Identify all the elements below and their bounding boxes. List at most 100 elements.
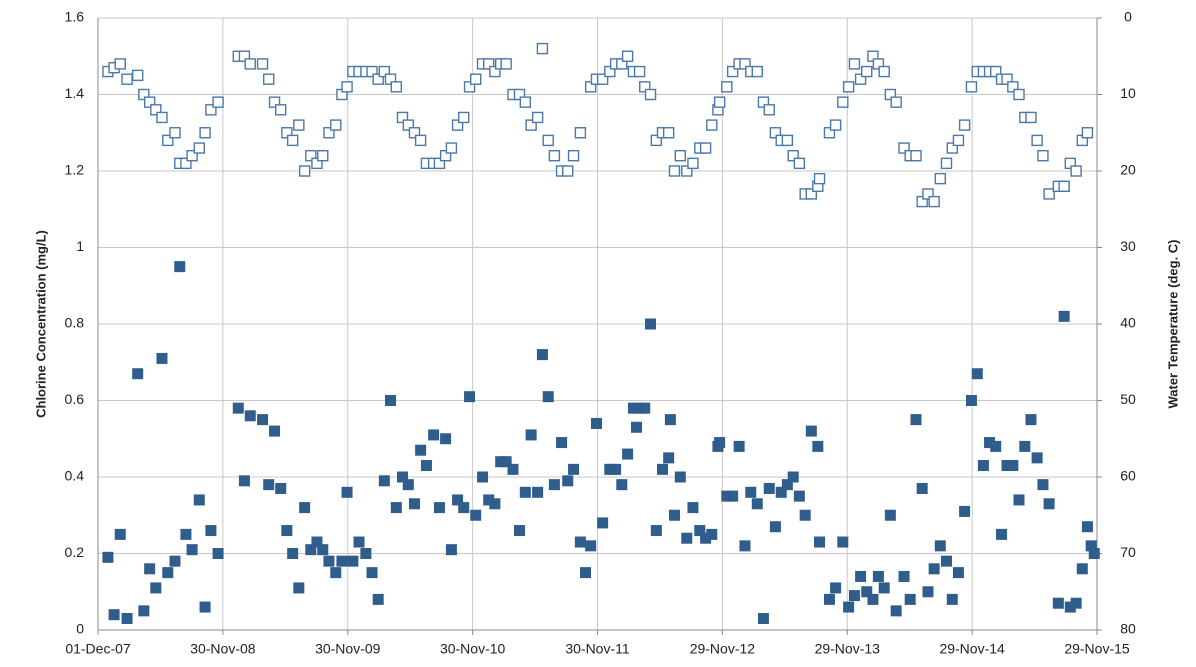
marker: [1070, 165, 1082, 177]
marker: [489, 498, 501, 510]
y2-axis-title: Water Temperature (deg. C): [1165, 239, 1180, 408]
marker: [562, 475, 574, 487]
marker: [193, 494, 205, 506]
marker: [169, 127, 181, 139]
marker: [805, 425, 817, 437]
marker: [131, 69, 144, 82]
marker: [263, 479, 275, 491]
marker: [769, 127, 782, 139]
marker: [548, 149, 561, 162]
marker: [751, 498, 763, 510]
marker: [186, 149, 198, 162]
marker: [108, 609, 120, 621]
marker: [922, 586, 934, 598]
marker: [622, 448, 634, 460]
y2-tick-label: 10: [1120, 85, 1136, 101]
marker: [922, 188, 934, 200]
marker: [445, 142, 458, 154]
marker: [1052, 597, 1064, 609]
marker: [616, 479, 628, 491]
marker: [916, 482, 928, 494]
marker: [330, 567, 342, 579]
marker: [263, 73, 275, 85]
y2-tick-label: 20: [1120, 162, 1136, 178]
marker: [916, 195, 928, 208]
marker: [1001, 73, 1013, 85]
marker: [946, 593, 958, 605]
marker: [317, 149, 329, 162]
marker: [726, 65, 739, 78]
marker: [439, 149, 452, 162]
y2-tick-label: 30: [1120, 238, 1136, 254]
marker: [281, 525, 293, 537]
marker: [674, 471, 686, 483]
marker: [477, 471, 489, 483]
marker: [590, 417, 602, 429]
marker: [445, 544, 457, 556]
marker: [904, 593, 916, 605]
marker: [805, 188, 818, 200]
y2-tick-label: 70: [1120, 544, 1136, 560]
marker: [958, 119, 971, 131]
marker: [769, 521, 781, 533]
marker: [298, 165, 311, 177]
marker: [597, 517, 609, 529]
marker: [872, 58, 885, 70]
marker: [428, 429, 440, 441]
x-tick-label: 30-Nov-10: [440, 641, 506, 657]
marker: [353, 536, 365, 548]
marker: [745, 486, 757, 498]
marker: [463, 81, 476, 93]
marker: [775, 486, 787, 498]
marker: [990, 440, 1002, 452]
marker: [347, 555, 359, 567]
marker: [513, 525, 525, 537]
marker: [150, 104, 162, 116]
marker: [1088, 548, 1100, 559]
marker: [681, 165, 693, 177]
marker: [180, 528, 192, 540]
marker: [977, 460, 989, 472]
marker: [940, 157, 953, 170]
marker: [884, 509, 896, 521]
marker: [1081, 521, 1093, 533]
marker: [433, 157, 446, 170]
marker: [330, 119, 342, 131]
marker: [714, 437, 726, 449]
marker: [180, 157, 192, 170]
marker: [372, 73, 384, 85]
marker: [402, 479, 414, 491]
marker: [1007, 460, 1019, 472]
marker: [687, 502, 699, 514]
marker: [519, 96, 532, 108]
marker: [855, 570, 867, 582]
marker: [162, 134, 174, 147]
marker: [1070, 597, 1082, 609]
marker: [1007, 81, 1019, 93]
marker: [699, 142, 712, 154]
marker: [837, 96, 849, 108]
marker: [830, 582, 842, 594]
marker: [317, 544, 329, 556]
marker: [1031, 452, 1043, 464]
marker: [199, 127, 211, 139]
marker: [657, 463, 669, 475]
marker: [531, 111, 544, 124]
x-tick-label: 29-Nov-13: [815, 641, 881, 657]
marker: [878, 65, 890, 78]
marker: [872, 570, 884, 582]
marker: [199, 601, 211, 613]
marker: [687, 157, 699, 170]
marker: [293, 582, 305, 594]
marker: [1037, 149, 1049, 162]
marker: [787, 471, 799, 483]
marker: [639, 81, 651, 93]
marker: [829, 119, 842, 131]
marker: [548, 479, 560, 491]
marker: [757, 613, 769, 625]
marker: [396, 111, 409, 124]
marker: [610, 463, 622, 475]
marker: [650, 134, 663, 147]
y2-tick-label: 0: [1124, 9, 1132, 25]
marker: [138, 88, 150, 101]
